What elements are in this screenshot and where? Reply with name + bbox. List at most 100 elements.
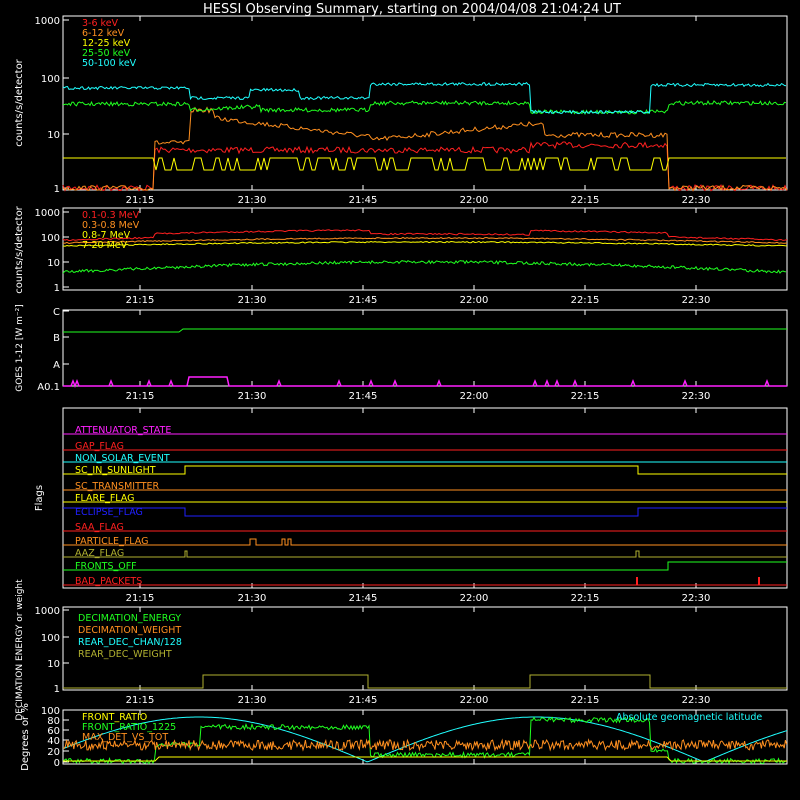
x-tick-label: 22:30 (682, 593, 711, 604)
page-title: HESSI Observing Summary, starting on 200… (203, 2, 621, 17)
x-tick-label: 22:00 (460, 695, 489, 706)
goes-long (63, 328, 787, 333)
panel-frame (62, 207, 788, 291)
legend-entry: 0.3-0.8 MeV (82, 220, 140, 231)
flag-line (63, 561, 787, 571)
x-tick-label: 21:30 (238, 593, 267, 604)
y-tick-label: 100 (41, 633, 60, 644)
legend-entry: 50-100 keV (82, 58, 137, 69)
y-tick-label: 20 (47, 747, 60, 758)
flag-label: BAD_PACKETS (75, 576, 142, 587)
x-tick-label: 22:15 (571, 695, 600, 706)
x-tick-label: 22:15 (571, 295, 600, 306)
panel-frame (62, 309, 788, 387)
max-det-vs-tot (62, 738, 788, 752)
flag-label: ATTENUATOR_STATE (75, 425, 171, 436)
y-axis-label: Flags (34, 485, 45, 511)
y-tick-label: 1000 (35, 16, 60, 27)
series-50-100kev (62, 82, 787, 115)
front-ratio (63, 756, 787, 762)
series-25-50kev (62, 99, 787, 116)
y-tick-label: 100 (41, 706, 60, 717)
series-12-25kev (63, 157, 786, 171)
y-tick-label: C (53, 307, 60, 318)
x-tick-label: 21:15 (126, 593, 155, 604)
y-tick-label: 10 (47, 258, 60, 269)
x-tick-label: 22:00 (460, 391, 489, 402)
y-tick-label: 10 (47, 659, 60, 670)
y-axis-label: counts/s/detector (14, 205, 25, 293)
x-tick-label: 22:30 (682, 295, 711, 306)
x-tick-label: 22:15 (571, 593, 600, 604)
x-tick-label: 21:30 (238, 195, 267, 206)
geomag-annotation: Absolute geomagnetic latitude (616, 712, 762, 723)
x-tick-label: 21:15 (126, 391, 155, 402)
flag-label: GAP_FLAG (75, 441, 124, 452)
y-axis-label: counts/s/detector (14, 58, 25, 146)
y-axis-label: DECIMATION ENERGY or weight (15, 579, 25, 721)
flag-label: SAA_FLAG (75, 522, 124, 533)
flag-label: AAZ_FLAG (75, 548, 124, 559)
panel-frame (62, 606, 788, 691)
rear-dec-weight (63, 674, 787, 689)
flag-line (63, 507, 787, 517)
flag-label: SC_IN_SUNLIGHT (75, 465, 156, 476)
legend-entry: FRONT_RATIO (82, 712, 147, 723)
x-tick-label: 21:15 (126, 295, 155, 306)
flag-line (63, 550, 787, 558)
x-tick-label: 22:00 (460, 195, 489, 206)
series-0-1-0-3mev (62, 229, 788, 242)
legend-entry: 12-25 keV (82, 38, 131, 49)
series-0-8-7mev (62, 240, 788, 247)
legend-entry: 6-12 keV (82, 28, 125, 39)
y-tick-label: 100 (41, 74, 60, 85)
legend-entry: 0.1-0.3 MeV (82, 210, 140, 221)
flag-line (63, 465, 787, 475)
x-tick-label: 22:00 (460, 593, 489, 604)
y-tick-label: B (53, 333, 60, 344)
x-tick-label: 22:30 (682, 195, 711, 206)
y-axis-label: Degrees or % (20, 703, 31, 771)
flag-label: SC_TRANSMITTER (75, 481, 160, 492)
legend-entry: 0.8-7 MeV (82, 230, 131, 241)
x-tick-label: 21:45 (349, 391, 378, 402)
legend-entry: REAR_DEC_CHAN/128 (78, 637, 182, 648)
panel-frame (62, 407, 788, 589)
series-0-3-0-8mev (62, 236, 788, 245)
flag-label: PARTICLE_FLAG (75, 536, 148, 547)
y-tick-label: 100 (41, 233, 60, 244)
x-tick-label: 22:30 (682, 391, 711, 402)
x-tick-label: 22:00 (460, 295, 489, 306)
x-tick-label: 21:45 (349, 593, 378, 604)
legend-entry: DECIMATION_WEIGHT (78, 625, 181, 636)
flag-label: NON_SOLAR_EVENT (75, 453, 170, 464)
y-tick-label: 80 (47, 716, 60, 727)
series-7-20mev (62, 259, 787, 274)
front-ratio-1225 (62, 716, 787, 766)
y-tick-label: 0 (54, 758, 60, 769)
x-tick-label: 21:45 (349, 195, 378, 206)
flag-line (63, 538, 787, 546)
x-tick-label: 21:30 (238, 295, 267, 306)
x-tick-label: 21:15 (126, 195, 155, 206)
y-tick-label: 1000 (35, 208, 60, 219)
y-tick-label: 1 (54, 283, 60, 294)
legend-entry: 7-20 MeV (82, 240, 128, 251)
y-tick-label: A0.1 (37, 382, 60, 393)
legend-entry: REAR_DEC_WEIGHT (78, 649, 172, 660)
x-tick-label: 22:15 (571, 195, 600, 206)
flag-label: FLARE_FLAG (75, 493, 135, 504)
x-tick-label: 21:45 (349, 695, 378, 706)
series-3-6kev (62, 141, 788, 192)
goes-short (63, 376, 787, 389)
x-tick-label: 22:15 (571, 391, 600, 402)
legend-entry: 3-6 keV (82, 18, 119, 29)
geomag-latitude (62, 716, 788, 763)
y-tick-label: A (53, 360, 60, 371)
panel-frame (62, 15, 788, 191)
x-tick-label: 21:45 (349, 295, 378, 306)
x-tick-label: 21:30 (238, 391, 267, 402)
x-tick-label: 21:30 (238, 695, 267, 706)
